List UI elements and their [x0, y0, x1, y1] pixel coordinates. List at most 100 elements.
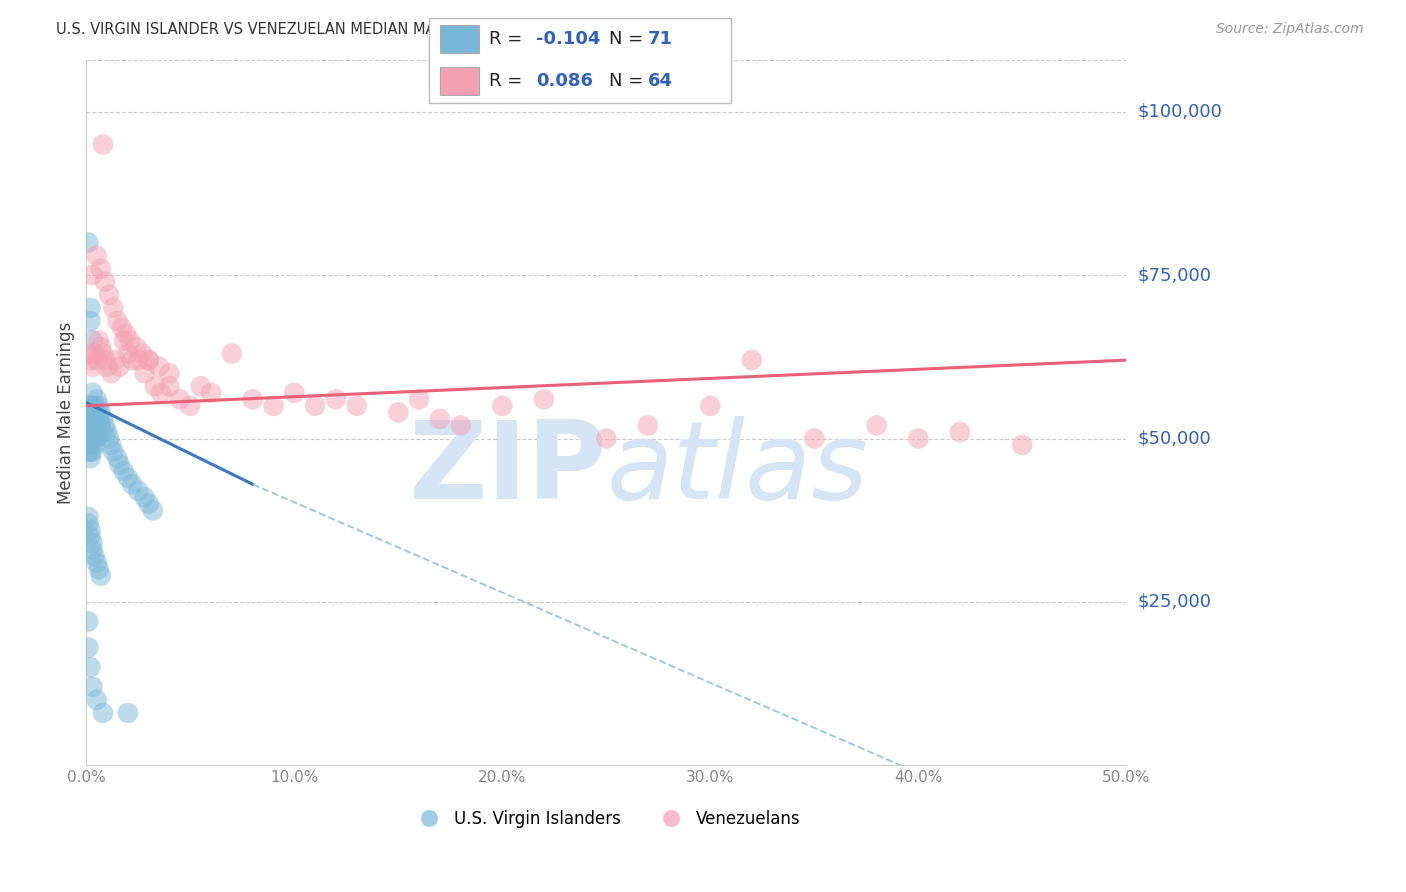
Point: [90, 340, 112, 354]
Point: [91, 412, 114, 426]
Point: [82, 542, 104, 557]
Point: [803, 432, 825, 446]
Point: [79, 451, 101, 466]
Point: [242, 392, 264, 407]
Point: [79, 353, 101, 368]
Point: [121, 353, 143, 368]
Point: [91, 425, 114, 439]
Point: [77, 425, 100, 439]
Point: [949, 425, 972, 439]
Point: [118, 334, 141, 348]
Text: -0.104: -0.104: [536, 30, 600, 48]
Point: [82, 385, 104, 400]
Point: [159, 366, 181, 380]
Point: [79, 405, 101, 419]
Point: [117, 471, 139, 485]
Text: $75,000: $75,000: [1137, 266, 1212, 285]
Point: [82, 444, 104, 458]
Point: [87, 562, 110, 576]
Point: [79, 660, 101, 674]
Point: [96, 425, 118, 439]
Point: [86, 353, 108, 368]
Point: [408, 392, 430, 407]
Point: [111, 320, 134, 334]
Point: [387, 405, 409, 419]
Point: [77, 615, 100, 629]
Point: [91, 706, 114, 720]
Point: [82, 334, 104, 348]
Point: [169, 392, 191, 407]
Point: [77, 346, 100, 360]
Point: [87, 399, 110, 413]
Point: [429, 412, 451, 426]
Point: [741, 353, 763, 368]
Point: [82, 425, 104, 439]
Point: [79, 301, 101, 315]
Y-axis label: Median Male Earnings: Median Male Earnings: [58, 321, 75, 503]
Point: [79, 438, 101, 452]
Point: [86, 432, 108, 446]
Point: [346, 399, 368, 413]
Point: [94, 418, 117, 433]
Text: N =: N =: [609, 72, 648, 90]
Point: [79, 444, 101, 458]
Point: [83, 549, 105, 563]
Point: [90, 261, 112, 276]
Point: [190, 379, 212, 393]
Point: [103, 444, 125, 458]
Point: [82, 399, 104, 413]
Point: [108, 359, 131, 374]
Point: [77, 444, 100, 458]
Text: Source: ZipAtlas.com: Source: ZipAtlas.com: [1216, 22, 1364, 37]
Point: [1011, 438, 1033, 452]
Point: [100, 438, 122, 452]
Point: [77, 235, 100, 250]
Point: [86, 418, 108, 433]
Point: [304, 399, 326, 413]
Point: [103, 301, 125, 315]
Point: [637, 418, 659, 433]
Point: [87, 412, 110, 426]
Point: [90, 418, 112, 433]
Point: [77, 399, 100, 413]
Point: [108, 458, 131, 472]
Point: [131, 346, 153, 360]
Legend: U.S. Virgin Islanders, Venezuelans: U.S. Virgin Islanders, Venezuelans: [405, 803, 807, 834]
Point: [77, 412, 100, 426]
Text: 64: 64: [648, 72, 673, 90]
Text: atlas: atlas: [606, 417, 868, 521]
Point: [221, 346, 243, 360]
Point: [90, 405, 112, 419]
Point: [94, 275, 117, 289]
Point: [77, 418, 100, 433]
Point: [79, 432, 101, 446]
Point: [96, 359, 118, 374]
Text: $25,000: $25,000: [1137, 593, 1212, 611]
Point: [595, 432, 617, 446]
Text: $100,000: $100,000: [1137, 103, 1222, 120]
Point: [86, 405, 108, 419]
Point: [907, 432, 929, 446]
Point: [134, 366, 156, 380]
Point: [142, 503, 165, 517]
Point: [138, 497, 160, 511]
Text: U.S. VIRGIN ISLANDER VS VENEZUELAN MEDIAN MALE EARNINGS CORRELATION CHART: U.S. VIRGIN ISLANDER VS VENEZUELAN MEDIA…: [56, 22, 696, 37]
Text: N =: N =: [609, 30, 648, 48]
Point: [127, 483, 149, 498]
Point: [79, 523, 101, 537]
Point: [866, 418, 889, 433]
Point: [112, 464, 135, 478]
Point: [77, 516, 100, 531]
Point: [283, 385, 305, 400]
Point: [79, 314, 101, 328]
Point: [79, 418, 101, 433]
Point: [117, 346, 139, 360]
Point: [82, 359, 104, 374]
Point: [83, 346, 105, 360]
Point: [77, 438, 100, 452]
Point: [87, 425, 110, 439]
Point: [86, 693, 108, 707]
Point: [112, 334, 135, 348]
Text: 71: 71: [648, 30, 673, 48]
Point: [83, 399, 105, 413]
